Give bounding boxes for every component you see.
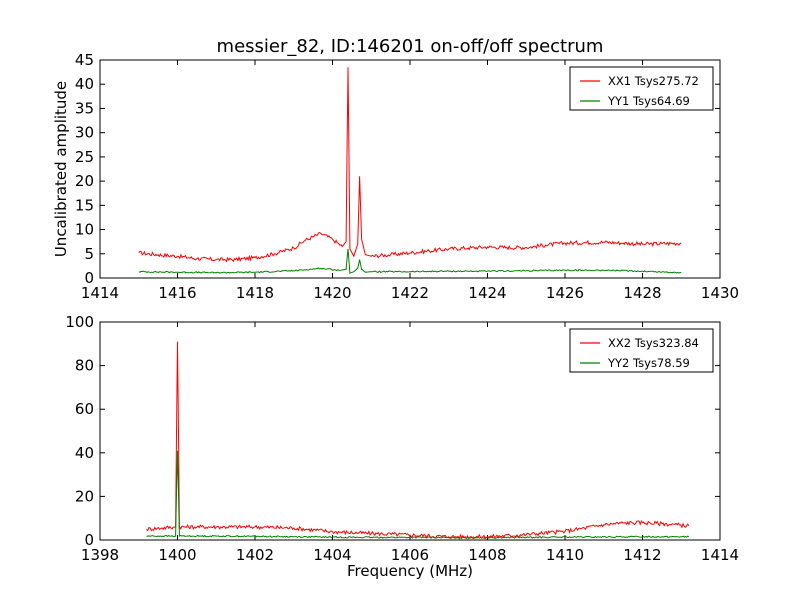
series-line-yy2	[146, 450, 690, 539]
bottom-plot: Frequency (MHz) 1398 1400 1402 1404 1406 1408…	[65, 313, 739, 580]
x-tick-label: 1416	[158, 284, 196, 302]
y-tick-label: 40	[75, 444, 94, 462]
x-tick-label: 1406	[391, 546, 429, 564]
legend-label: XX1 Tsys275.72	[608, 74, 699, 88]
x-tick-label: 1398	[81, 546, 119, 564]
top-plot: messier_82, ID:146201 on-off/off spectru…	[52, 36, 739, 302]
x-axis-label: Frequency (MHz)	[347, 562, 473, 580]
legend-box	[569, 328, 714, 373]
bottom-legend: XX2 Tsys323.84 YY2 Tsys78.59	[569, 328, 714, 373]
y-tick-label: 35	[75, 99, 94, 117]
legend-label: YY1 Tsys64.69	[607, 94, 690, 108]
x-tick-label: 1414	[81, 284, 119, 302]
series-line-xx2	[146, 341, 690, 540]
y-tick-label: 0	[84, 531, 94, 549]
y-tick-label: 40	[75, 75, 94, 93]
x-tick-label: 1418	[236, 284, 274, 302]
plot-title: messier_82, ID:146201 on-off/off spectru…	[217, 36, 604, 57]
x-tick-label: 1404	[313, 546, 351, 564]
x-tick-label: 1402	[236, 546, 274, 564]
x-tick-label: 1426	[546, 284, 584, 302]
y-axis-label: Uncalibrated amplitude	[52, 81, 70, 257]
x-tick-label: 1410	[546, 546, 584, 564]
y-tick-label: 25	[75, 148, 94, 166]
bottom-plot-frame	[99, 321, 721, 541]
top-legend: XX1 Tsys275.72 YY1 Tsys64.69	[569, 66, 714, 111]
x-tick-label: 1400	[158, 546, 196, 564]
series-line-yy1	[138, 248, 682, 274]
y-tick-label: 80	[75, 357, 94, 375]
y-tick-label: 30	[75, 124, 94, 142]
y-tick-label: 60	[75, 400, 94, 418]
legend-box	[569, 66, 714, 111]
legend-label: YY2 Tsys78.59	[607, 356, 690, 370]
x-tick-label: 1424	[468, 284, 506, 302]
y-tick-label: 5	[84, 245, 94, 263]
x-tick-label: 1430	[701, 284, 739, 302]
y-tick-label: 15	[75, 196, 94, 214]
legend-label: XX2 Tsys323.84	[608, 336, 699, 350]
x-tick-label: 1420	[313, 284, 351, 302]
x-tick-label: 1414	[701, 546, 739, 564]
y-tick-label: 0	[84, 269, 94, 287]
x-tick-label: 1412	[623, 546, 661, 564]
y-tick-label: 100	[65, 313, 94, 331]
x-tick-label: 1408	[468, 546, 506, 564]
x-tick-label: 1428	[623, 284, 661, 302]
series-line-xx1	[138, 67, 682, 263]
y-tick-label: 45	[75, 51, 94, 69]
y-tick-label: 10	[75, 221, 94, 239]
x-tick-label: 1422	[391, 284, 429, 302]
y-tick-label: 20	[75, 172, 94, 190]
top-plot-frame	[99, 59, 721, 279]
y-tick-label: 20	[75, 487, 94, 505]
